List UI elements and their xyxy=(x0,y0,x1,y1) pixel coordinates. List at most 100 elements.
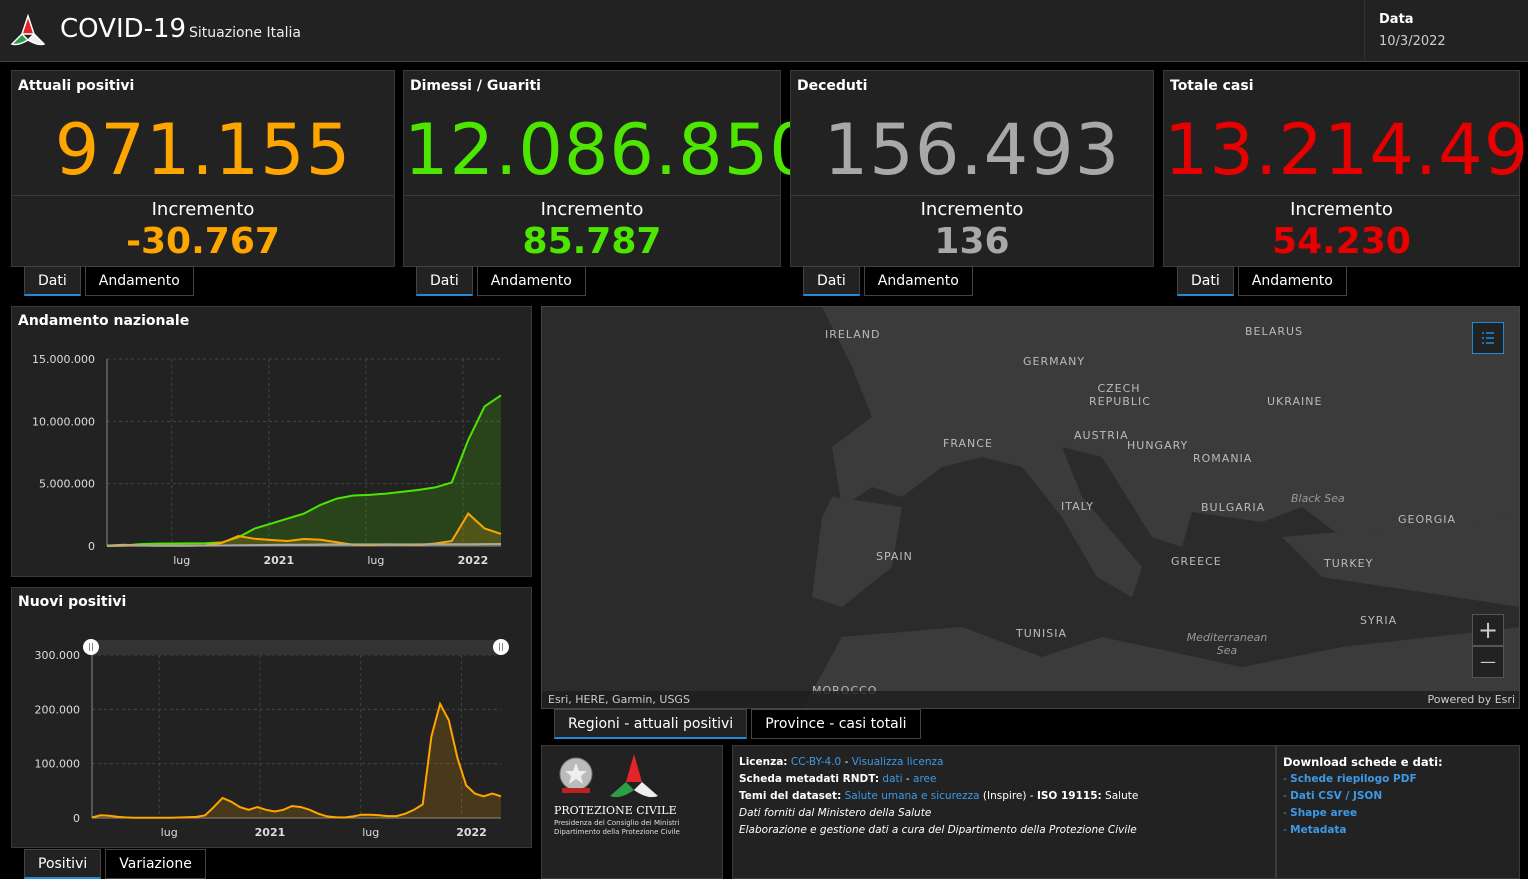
info-panel: Licenza: CC-BY-4.0 - Visualizza licenza … xyxy=(732,745,1276,879)
map-label: IRELAND xyxy=(825,328,881,341)
view-license-link[interactable]: Visualizza licenza xyxy=(851,756,944,768)
series-line-deceduti xyxy=(106,543,502,547)
y-tick-label: 200.000 xyxy=(35,703,81,716)
map[interactable]: IRELAND BELARUS GERMANY CZECH REPUBLIC U… xyxy=(541,306,1520,709)
tab-dati[interactable]: Dati xyxy=(24,266,81,296)
map-label: ROMANIA xyxy=(1193,452,1253,465)
card-attuali-positivi: Attuali positivi 971.155 Incremento -30.… xyxy=(11,70,395,267)
download-panel: Download schede e dati: - Schede riepilo… xyxy=(1276,745,1520,879)
range-slider-handle xyxy=(493,639,509,655)
card-inc-value: 54.230 xyxy=(1272,221,1411,262)
map-label: GERMANY xyxy=(1023,355,1086,368)
inspire-text: (Inspire) - xyxy=(979,790,1037,802)
tab-variazione[interactable]: Variazione xyxy=(105,849,206,879)
andamento-nazionale-panel: Andamento nazionale 0 5.000.000 10.000.000… xyxy=(11,306,532,577)
card-inc-value: -30.767 xyxy=(126,221,280,262)
temi-link[interactable]: Salute umana e sicurezza xyxy=(844,790,980,802)
card-title: Deceduti xyxy=(797,78,868,94)
tab-regioni[interactable]: Regioni - attuali positivi xyxy=(554,709,748,739)
download-link[interactable]: Schede riepilogo PDF xyxy=(1290,773,1417,785)
andamento-chart: 0 5.000.000 10.000.000 15.000.000 lug 2021 lug… xyxy=(32,353,502,567)
map-label: AUSTRIA xyxy=(1074,429,1129,442)
card-inc-value: 136 xyxy=(934,221,1010,262)
date-label: Data xyxy=(1379,12,1414,27)
map-label: ITALY xyxy=(1061,500,1095,513)
x-tick-label: 2021 xyxy=(263,554,294,567)
processing-text: Elaborazione e gestione dati a cura del … xyxy=(739,824,1137,836)
map-label: SPAIN xyxy=(876,550,913,563)
y-tick-label: 100.000 xyxy=(35,758,81,771)
legend-list-button[interactable] xyxy=(1472,322,1504,354)
card-value: 156.493 xyxy=(823,109,1121,191)
tab-dati[interactable]: Dati xyxy=(416,266,473,296)
card-title: Dimessi / Guariti xyxy=(410,78,541,94)
temi-label: Temi del dataset: xyxy=(739,790,842,802)
x-tick-label: lug xyxy=(367,554,384,567)
tab-positivi[interactable]: Positivi xyxy=(24,849,102,879)
y-tick-label: 15.000.000 xyxy=(32,353,95,366)
map-label: FRANCE xyxy=(943,437,993,450)
download-link[interactable]: Dati CSV / JSON xyxy=(1290,790,1383,802)
map-label: TUNISIA xyxy=(1016,627,1067,640)
map-label: GREECE xyxy=(1171,555,1222,568)
tab-andamento[interactable]: Andamento xyxy=(1237,266,1347,296)
range-slider-track xyxy=(92,640,501,655)
rndt-aree-link[interactable]: aree xyxy=(913,773,937,785)
rndt-dati-link[interactable]: dati xyxy=(882,773,903,785)
x-tick-label: lug xyxy=(161,826,178,839)
tab-andamento[interactable]: Andamento xyxy=(84,266,194,296)
card-dimessi-guariti: Dimessi / Guariti 12.086.850 Incremento … xyxy=(403,70,815,267)
license-link[interactable]: CC-BY-4.0 xyxy=(790,756,842,768)
logo-line1: Presidenza del Consiglio dei Ministri xyxy=(554,819,680,827)
license-label: Licenza: xyxy=(739,756,788,768)
series-line-nuovi-positivi xyxy=(91,701,502,819)
tab-province[interactable]: Province - casi totali xyxy=(751,709,921,739)
y-tick-label: 5.000.000 xyxy=(39,478,95,491)
x-tick-label: 2021 xyxy=(255,826,286,839)
sep: - xyxy=(902,773,914,785)
tab-andamento[interactable]: Andamento xyxy=(863,266,973,296)
x-tick-label: lug xyxy=(362,826,379,839)
chart-tabs: Positivi Variazione xyxy=(24,849,206,879)
date-value: 10/3/2022 xyxy=(1379,34,1446,49)
map-label: BELARUS xyxy=(1245,325,1304,338)
download-title: Download schede e dati: xyxy=(1283,755,1443,769)
tab-dati[interactable]: Dati xyxy=(1177,266,1234,296)
attribution-bar: Esri, HERE, Garmin, USGS Powered by Esri xyxy=(542,691,1519,708)
download-link[interactable]: Shape aree xyxy=(1290,807,1358,819)
iso-label: ISO 19115: xyxy=(1036,790,1102,802)
card-value: 12.086.850 xyxy=(404,109,815,191)
map-label: Mediterranean Sea xyxy=(1186,631,1268,657)
y-tick-label: 10.000.000 xyxy=(32,415,95,428)
card-value: 13.214.498 xyxy=(1164,109,1528,191)
powered-by-esri[interactable]: Powered by Esri xyxy=(1427,693,1515,706)
sep: - xyxy=(841,756,852,768)
card-totale-casi: Totale casi 13.214.498 Incremento 54.230 xyxy=(1163,70,1528,267)
rndt-label: Scheda metadati RNDT: xyxy=(739,773,880,785)
map-label: SYRIA xyxy=(1360,614,1398,627)
tab-dati[interactable]: Dati xyxy=(803,266,860,296)
card-tabs: Dati Andamento xyxy=(803,266,973,296)
protezione-civile-logo-icon xyxy=(10,14,46,46)
x-tick-label: lug xyxy=(173,554,190,567)
zoom-out-button[interactable]: — xyxy=(1472,646,1504,678)
map-label: GEORGIA xyxy=(1398,513,1457,526)
source-text: Dati forniti dal Ministero della Salute xyxy=(739,807,932,819)
tab-andamento[interactable]: Andamento xyxy=(476,266,586,296)
protezione-civile-icon xyxy=(610,754,658,798)
card-inc-value: 85.787 xyxy=(522,221,662,262)
card-title: Attuali positivi xyxy=(18,78,135,94)
map-attribution: Esri, HERE, Garmin, USGS xyxy=(548,693,690,706)
download-link[interactable]: Metadata xyxy=(1290,824,1347,836)
iso-value: Salute xyxy=(1101,790,1139,802)
app-subtitle: Situazione Italia xyxy=(189,25,302,41)
chart-title: Andamento nazionale xyxy=(18,313,190,329)
zoom-in-button[interactable]: + xyxy=(1472,614,1504,646)
range-slider-handle xyxy=(83,639,99,655)
card-tabs: Dati Andamento xyxy=(1177,266,1347,296)
chart-title: Nuovi positivi xyxy=(18,594,127,610)
logo-panel: PROTEZIONE CIVILE Presidenza del Consigl… xyxy=(541,745,723,879)
map-label: HUNGARY xyxy=(1127,439,1189,452)
nuovi-positivi-panel: Nuovi positivi 0 100.000 200.000 300.000 lug… xyxy=(11,587,532,848)
map-label: BULGARIA xyxy=(1201,501,1266,514)
